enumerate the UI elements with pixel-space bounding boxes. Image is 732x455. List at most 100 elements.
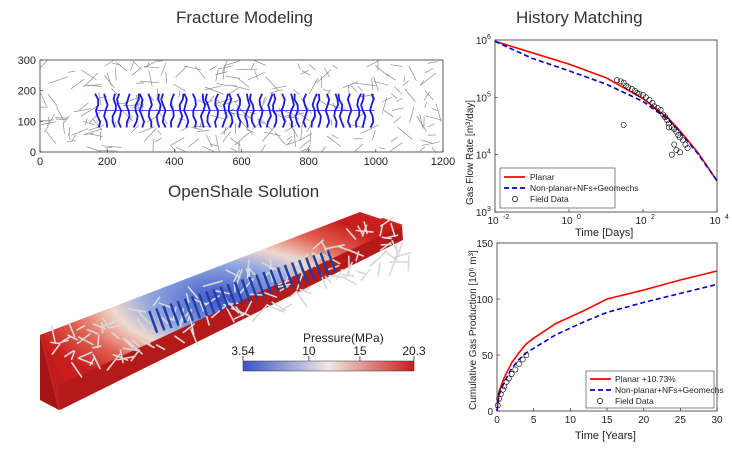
gas-rate-chart: 10 -2 10 0 10 2 10 410 310 410 510 6 Time [Days] Ga… (465, 34, 729, 239)
rate-field-point (617, 78, 624, 85)
cum-x-tick-label: 0 (494, 415, 500, 426)
slab-natural-fracture (390, 222, 396, 238)
rate-x-tick-exp: 2 (651, 214, 655, 221)
natural-fracture (215, 134, 220, 153)
natural-fracture (420, 72, 437, 86)
rate-field-point (671, 141, 678, 148)
fracture-y-ticks: 0 100 200 300 (18, 55, 43, 159)
slab-natural-fracture (299, 288, 312, 295)
slab-natural-fracture (190, 328, 199, 346)
natural-fracture (300, 98, 312, 114)
natural-fracture (342, 81, 359, 89)
natural-fracture (115, 67, 117, 81)
natural-fracture (378, 147, 385, 150)
natural-fracture (396, 97, 403, 102)
slab-natural-fracture (122, 337, 134, 349)
rate-x-tick-exp: -2 (503, 214, 509, 221)
natural-fracture (308, 77, 319, 95)
slab-natural-fracture (355, 250, 360, 262)
natural-fracture (355, 82, 376, 86)
natural-fracture (92, 118, 103, 131)
natural-fracture (403, 75, 406, 83)
cum-legend: Planar +10.73% Non-planar+NFs+Geomechs F… (585, 370, 724, 409)
slab-hydraulic-fracture (240, 278, 252, 302)
natural-fracture (431, 107, 438, 112)
slab-hydraulic-fracture (176, 300, 187, 324)
rate-series (494, 40, 718, 182)
slab-natural-fracture (61, 336, 71, 343)
natural-fracture (47, 93, 58, 107)
colorbar-tick-label: 20.3 (402, 344, 426, 358)
natural-fracture (55, 118, 68, 121)
natural-fracture (204, 86, 225, 95)
rate-y-tick-exp: 6 (487, 34, 491, 41)
colorbar-tick-label: 3.54 (231, 344, 255, 358)
rate-field-point (684, 145, 691, 152)
natural-fracture (130, 124, 140, 133)
slab-natural-fracture (311, 252, 330, 261)
natural-fracture (89, 128, 102, 133)
natural-fracture (374, 81, 389, 86)
natural-fracture (421, 141, 441, 146)
rate-legend-planar: Planar (530, 172, 555, 182)
natural-fracture (170, 146, 177, 152)
natural-fracture (44, 125, 49, 133)
rate-field-point (680, 137, 686, 143)
slab-natural-fracture (340, 273, 355, 277)
natural-fracture (331, 134, 339, 139)
natural-fracture (191, 127, 202, 131)
natural-fracture (139, 80, 159, 84)
natural-fracture (383, 110, 394, 118)
natural-fracture (81, 69, 97, 81)
slab-hydraulic-fracture (326, 250, 337, 273)
slab-hydraulic-fracture (312, 254, 323, 278)
slab-hydraulic-fracture (148, 310, 159, 334)
natural-fracture (175, 147, 186, 152)
cum-x-tick-label: 25 (675, 415, 687, 426)
slab-hydraulic-fracture (155, 307, 166, 331)
natural-fracture (215, 103, 223, 107)
natural-fracture (286, 136, 293, 141)
slab-natural-fracture (51, 343, 61, 355)
natural-fracture (292, 89, 301, 95)
natural-fracture (304, 145, 311, 153)
slab-natural-fracture (92, 345, 102, 349)
natural-fracture (127, 115, 134, 124)
natural-fracture (402, 80, 409, 87)
slab-natural-fracture (127, 340, 143, 355)
slab-natural-fracture (77, 357, 94, 365)
slab-natural-fracture (102, 317, 110, 329)
slab-hydraulic-fracture (183, 298, 195, 322)
cum-xlabel: Time [Years] (575, 430, 636, 442)
natural-fracture (427, 123, 435, 128)
slab-natural-fracture (279, 285, 289, 292)
natural-fracture (173, 83, 186, 92)
natural-fracture (431, 147, 436, 153)
natural-fracture (80, 105, 99, 117)
slab-hydraulic-fracture (219, 286, 230, 310)
slab-natural-fracture (385, 251, 398, 261)
natural-fracture (209, 143, 218, 147)
natural-fracture (424, 90, 434, 101)
natural-fracture (293, 128, 296, 147)
openshale-title: OpenShale Solution (168, 182, 320, 201)
cum-x-tick-label: 15 (601, 415, 613, 426)
natural-fracture (202, 145, 216, 153)
slab-natural-fracture (152, 296, 161, 307)
rate-field-point (646, 97, 653, 103)
slab-natural-fracture (269, 258, 273, 271)
natural-fracture (254, 70, 258, 80)
rate-x-tick-base: 10 (561, 216, 573, 227)
natural-fracture (359, 111, 366, 117)
rate-field-point (657, 107, 664, 113)
slab-natural-fracture (337, 245, 357, 254)
colorbar-gradient (242, 360, 415, 372)
slab-side-face (40, 335, 59, 410)
natural-fracture (223, 126, 227, 135)
natural-fracture (419, 79, 425, 86)
slab-natural-fracture (136, 318, 148, 333)
natural-fracture (197, 99, 209, 106)
natural-fracture (62, 121, 65, 135)
natural-fracture (360, 124, 380, 134)
slab-natural-fracture (328, 274, 346, 279)
